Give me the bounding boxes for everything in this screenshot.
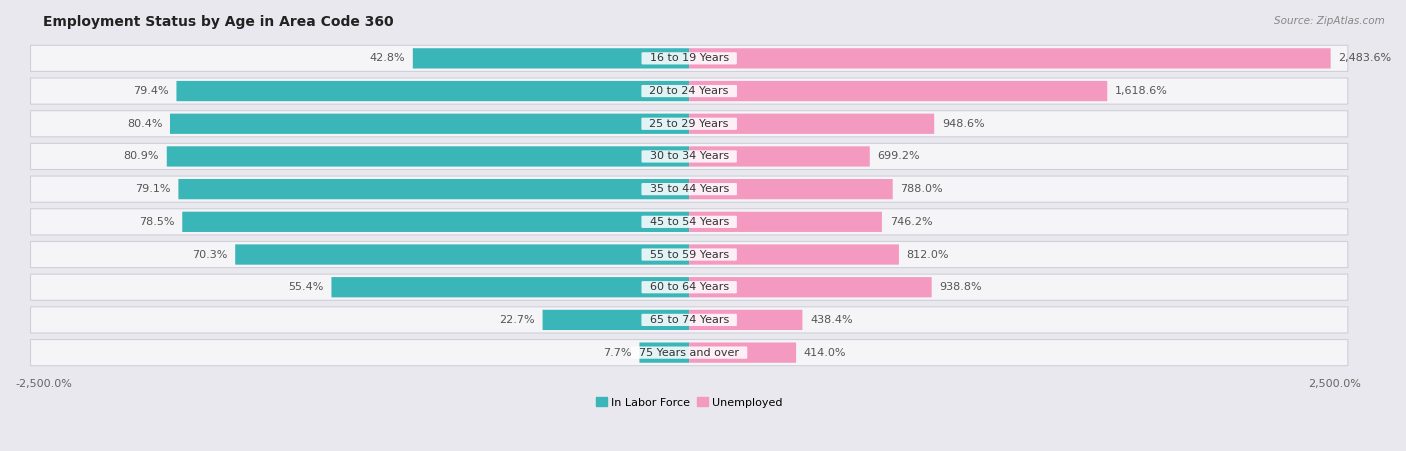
FancyBboxPatch shape [31, 209, 1348, 235]
Text: 35 to 44 Years: 35 to 44 Years [643, 184, 735, 194]
Text: 45 to 54 Years: 45 to 54 Years [643, 217, 735, 227]
Text: 16 to 19 Years: 16 to 19 Years [643, 53, 735, 63]
FancyBboxPatch shape [170, 114, 689, 134]
FancyBboxPatch shape [332, 277, 689, 297]
Text: 812.0%: 812.0% [907, 249, 949, 259]
Text: 65 to 74 Years: 65 to 74 Years [643, 315, 735, 325]
Text: 699.2%: 699.2% [877, 152, 920, 161]
Text: 79.4%: 79.4% [134, 86, 169, 96]
Text: 55.4%: 55.4% [288, 282, 323, 292]
FancyBboxPatch shape [235, 244, 689, 265]
FancyBboxPatch shape [183, 212, 689, 232]
FancyBboxPatch shape [167, 146, 689, 166]
FancyBboxPatch shape [31, 110, 1348, 137]
Text: 42.8%: 42.8% [370, 53, 405, 63]
Text: 414.0%: 414.0% [804, 348, 846, 358]
FancyBboxPatch shape [689, 48, 1330, 69]
FancyBboxPatch shape [689, 244, 898, 265]
FancyBboxPatch shape [179, 179, 689, 199]
FancyBboxPatch shape [689, 81, 1108, 101]
FancyBboxPatch shape [689, 114, 934, 134]
Legend: In Labor Force, Unemployed: In Labor Force, Unemployed [591, 393, 787, 412]
FancyBboxPatch shape [689, 277, 932, 297]
FancyBboxPatch shape [31, 241, 1348, 267]
Text: 1,618.6%: 1,618.6% [1115, 86, 1168, 96]
Text: 80.9%: 80.9% [124, 152, 159, 161]
Text: 938.8%: 938.8% [939, 282, 981, 292]
Text: 7.7%: 7.7% [603, 348, 631, 358]
Text: Employment Status by Age in Area Code 360: Employment Status by Age in Area Code 36… [44, 15, 394, 29]
Text: 80.4%: 80.4% [127, 119, 162, 129]
Text: 60 to 64 Years: 60 to 64 Years [643, 282, 735, 292]
FancyBboxPatch shape [31, 274, 1348, 300]
FancyBboxPatch shape [31, 176, 1348, 202]
FancyBboxPatch shape [31, 307, 1348, 333]
Text: 22.7%: 22.7% [499, 315, 534, 325]
FancyBboxPatch shape [689, 342, 796, 363]
FancyBboxPatch shape [543, 310, 689, 330]
Text: 788.0%: 788.0% [900, 184, 943, 194]
Text: 30 to 34 Years: 30 to 34 Years [643, 152, 735, 161]
Text: 746.2%: 746.2% [890, 217, 932, 227]
Text: 948.6%: 948.6% [942, 119, 984, 129]
Text: 438.4%: 438.4% [810, 315, 853, 325]
Text: 70.3%: 70.3% [193, 249, 228, 259]
Text: 2,483.6%: 2,483.6% [1339, 53, 1392, 63]
FancyBboxPatch shape [413, 48, 689, 69]
FancyBboxPatch shape [177, 81, 689, 101]
FancyBboxPatch shape [31, 45, 1348, 71]
FancyBboxPatch shape [31, 143, 1348, 170]
Text: 78.5%: 78.5% [139, 217, 174, 227]
FancyBboxPatch shape [689, 146, 870, 166]
FancyBboxPatch shape [31, 78, 1348, 104]
FancyBboxPatch shape [31, 340, 1348, 366]
Text: Source: ZipAtlas.com: Source: ZipAtlas.com [1274, 16, 1385, 26]
Text: 25 to 29 Years: 25 to 29 Years [643, 119, 735, 129]
Text: 55 to 59 Years: 55 to 59 Years [643, 249, 735, 259]
Text: 20 to 24 Years: 20 to 24 Years [643, 86, 735, 96]
FancyBboxPatch shape [640, 342, 689, 363]
FancyBboxPatch shape [689, 212, 882, 232]
Text: 75 Years and over: 75 Years and over [633, 348, 747, 358]
Text: 79.1%: 79.1% [135, 184, 170, 194]
FancyBboxPatch shape [689, 310, 803, 330]
FancyBboxPatch shape [689, 179, 893, 199]
